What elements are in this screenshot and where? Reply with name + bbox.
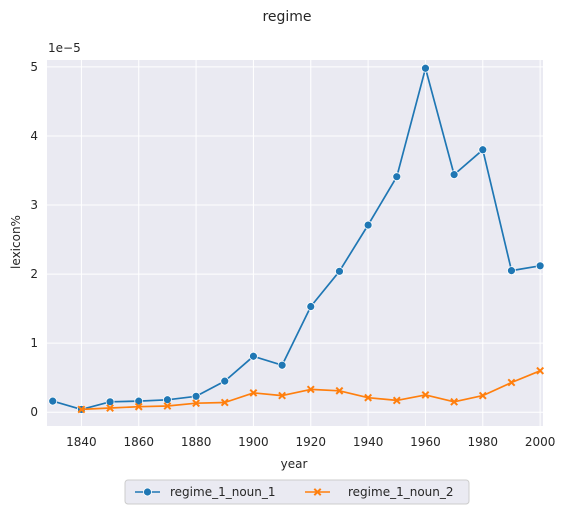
- data-point: [335, 386, 344, 395]
- data-point: [163, 395, 172, 405]
- legend-label-regime-1-noun-1: regime_1_noun_1: [170, 485, 276, 499]
- data-point: [220, 376, 230, 386]
- legend-marker-regime-1-noun-1: [143, 487, 152, 497]
- x-tick-label: 1840: [66, 435, 97, 449]
- chart-title: regime: [262, 9, 311, 25]
- data-point: [478, 145, 488, 155]
- data-point: [134, 402, 143, 411]
- data-point: [364, 393, 373, 402]
- x-tick-label: 1940: [353, 435, 384, 449]
- grid-lines: [47, 60, 543, 426]
- y-tick-label: 4: [30, 129, 38, 143]
- y-axis-ticks: 0 1 2 3 4 5: [30, 60, 38, 419]
- legend-marker-regime-1-noun-2: [313, 488, 322, 496]
- legend-box: [124, 479, 470, 505]
- x-tick-label: 1880: [181, 435, 212, 449]
- data-point: [449, 170, 459, 180]
- data-point: [191, 391, 201, 401]
- x-tick-label: 1860: [123, 435, 154, 449]
- series-regime-1-noun-1: [48, 63, 545, 414]
- data-point: [77, 405, 86, 414]
- legend-marker: [313, 488, 322, 496]
- x-tick-label: 1920: [295, 435, 326, 449]
- data-point: [335, 266, 344, 276]
- data-point: [363, 220, 373, 230]
- y-tick-label: 1: [30, 336, 38, 350]
- data-point: [163, 402, 172, 410]
- data-point: [450, 397, 459, 406]
- x-axis-ticks: 1840 1860 1880 1900 1920 1940 1960 1980 2000: [66, 435, 555, 449]
- legend-label-regime-1-noun-2: regime_1_noun_2: [348, 485, 454, 499]
- y-tick-label: 2: [30, 267, 38, 281]
- data-point: [306, 302, 316, 311]
- data-point: [392, 396, 401, 405]
- data-point: [192, 399, 200, 408]
- data-point: [421, 63, 430, 73]
- y-tick-label: 3: [30, 198, 38, 212]
- data-point: [134, 396, 144, 406]
- x-tick-label: 2000: [525, 435, 556, 449]
- y-tick-label: 0: [30, 405, 38, 419]
- data-point: [507, 378, 516, 387]
- data-point: [277, 360, 287, 370]
- data-point: [306, 385, 315, 394]
- data-point: [535, 261, 545, 271]
- y-scale-multiplier: 1e−5: [48, 41, 81, 55]
- data-point: [421, 391, 430, 399]
- series-regime-1-noun-2: [77, 366, 545, 414]
- data-point: [392, 172, 402, 182]
- series-layer: [48, 63, 545, 414]
- legend: regime_1_noun_1 regime_1_noun_2: [124, 479, 470, 505]
- x-tick-label: 1900: [238, 435, 269, 449]
- data-point: [536, 366, 545, 375]
- data-point: [105, 397, 115, 407]
- data-point: [249, 351, 258, 361]
- y-tick-label: 5: [30, 60, 38, 74]
- data-point: [278, 391, 287, 400]
- series-line: [52, 67, 541, 411]
- x-tick-label: 1980: [468, 435, 499, 449]
- data-point: [249, 388, 258, 397]
- data-point: [220, 398, 229, 407]
- data-point: [478, 391, 487, 400]
- y-axis-label: lexicon%: [9, 215, 23, 269]
- data-point: [106, 404, 114, 412]
- data-point: [48, 396, 58, 406]
- x-tick-label: 1960: [410, 435, 441, 449]
- legend-marker: [143, 487, 152, 497]
- plot-area: [47, 60, 543, 426]
- data-point: [507, 266, 516, 276]
- x-axis-label: year: [281, 457, 308, 471]
